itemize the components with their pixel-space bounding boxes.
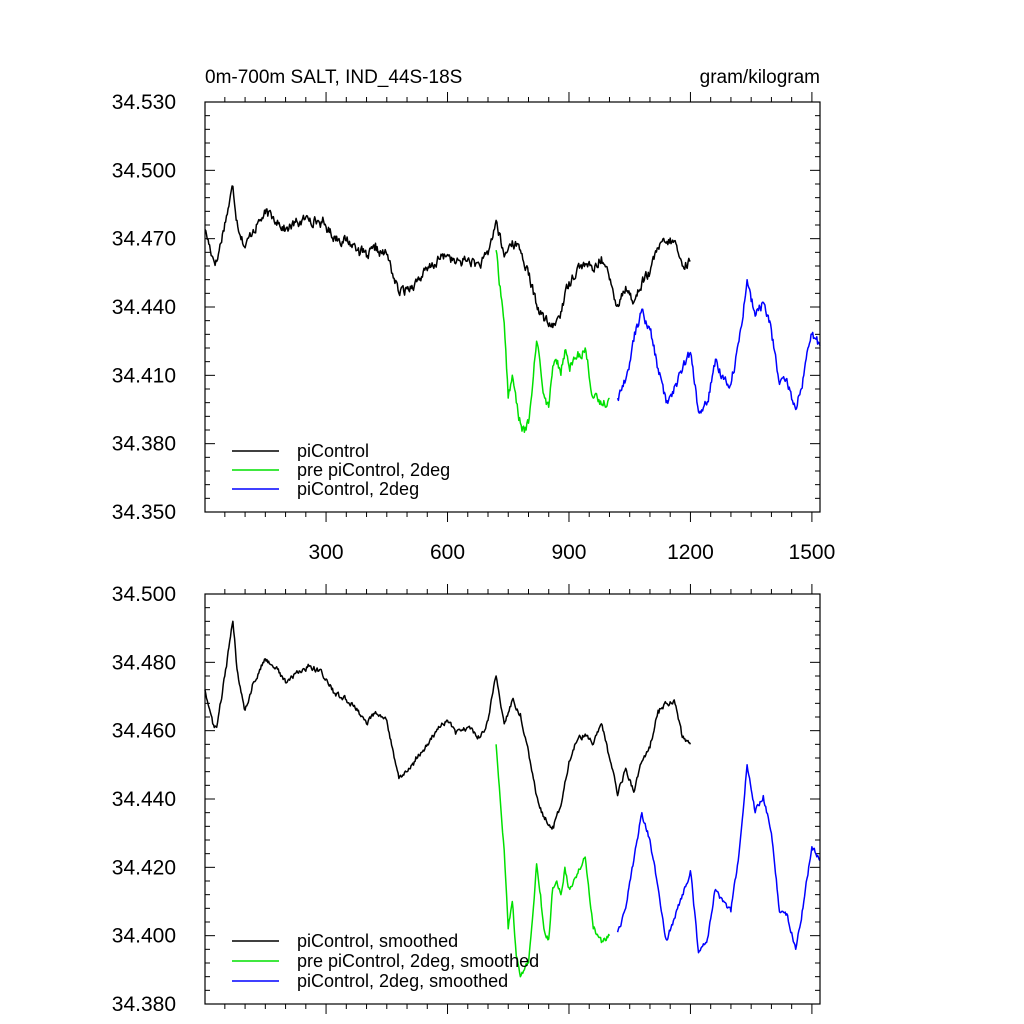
y-tick-label: 34.380 — [112, 993, 176, 1016]
bottom-panel: 34.380 34.400 34.420 34.440 34.460 34.480 34.5… — [112, 583, 821, 1016]
y-tick-label: 34.410 — [112, 364, 176, 387]
x-tick-label: 600 — [430, 541, 465, 564]
y-tick-label: 34.530 — [112, 91, 176, 114]
top-panel-ticks: 34.350 34.380 34.410 34.440 34.470 34.500 34.5… — [112, 91, 835, 564]
bottom-panel-ticks: 34.380 34.400 34.420 34.440 34.460 34.480 34.5… — [112, 583, 820, 1016]
y-tick-label: 34.440 — [112, 296, 176, 319]
series-line-3 — [616, 278, 821, 414]
y-tick-label: 34.500 — [112, 159, 176, 182]
legend-label: piControl, 2deg, smoothed — [297, 971, 508, 991]
x-tick-label: 300 — [309, 541, 344, 564]
y-tick-label: 34.400 — [112, 925, 176, 948]
legend-label: piControl, 2deg — [297, 479, 419, 499]
y-tick-label: 34.460 — [112, 720, 176, 743]
x-tick-label: 900 — [551, 541, 586, 564]
top-panel: 0m-700m SALT, IND_44S-18S gram/kilogram … — [112, 67, 835, 564]
y-tick-label: 34.350 — [112, 501, 176, 524]
top-panel-frame — [204, 101, 821, 513]
series-line-2 — [495, 744, 611, 978]
y-tick-label: 34.380 — [112, 433, 176, 456]
bottom-panel-series — [204, 620, 821, 978]
series-line-3 — [616, 764, 821, 954]
x-tick-label: 1500 — [789, 541, 836, 564]
y-tick-label: 34.420 — [112, 856, 176, 879]
y-tick-label: 34.470 — [112, 228, 176, 251]
x-tick-label: 1200 — [667, 541, 714, 564]
series-line-1 — [204, 185, 691, 329]
series-line-2 — [495, 249, 610, 434]
legend-label: pre piControl, 2deg, smoothed — [297, 951, 539, 971]
y-tick-label: 34.480 — [112, 651, 176, 674]
legend-label: pre piControl, 2deg — [297, 460, 450, 480]
bottom-panel-frame — [204, 593, 821, 1005]
legend-label: piControl, smoothed — [297, 931, 458, 951]
legend-label: piControl — [297, 441, 369, 461]
y-tick-label: 34.500 — [112, 583, 176, 606]
top-panel-units: gram/kilogram — [700, 67, 820, 88]
top-panel-title: 0m-700m SALT, IND_44S-18S — [205, 67, 462, 88]
series-line-1 — [204, 620, 692, 830]
top-panel-series — [204, 185, 821, 434]
y-tick-label: 34.440 — [112, 788, 176, 811]
